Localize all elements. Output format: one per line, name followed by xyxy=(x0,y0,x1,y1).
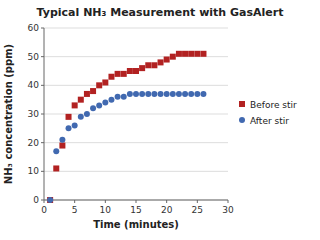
x-axis-label: Time (minutes) xyxy=(93,219,179,230)
grid-line xyxy=(44,56,228,57)
x-tick-label: 10 xyxy=(100,205,112,215)
y-tick-label: 60 xyxy=(28,23,40,33)
point xyxy=(84,91,90,97)
point xyxy=(96,82,102,88)
point xyxy=(170,54,176,60)
point xyxy=(127,91,133,97)
legend: Before stir After stir xyxy=(239,100,297,126)
point xyxy=(72,122,78,128)
point xyxy=(188,91,194,97)
x-tick-label: 20 xyxy=(161,205,173,215)
point xyxy=(96,102,102,108)
point xyxy=(108,97,114,103)
legend-label: Before stir xyxy=(250,100,297,110)
y-tick-label: 20 xyxy=(28,138,40,148)
y-tick-label: 50 xyxy=(28,52,40,62)
point xyxy=(66,114,72,120)
plot-marks xyxy=(47,51,206,203)
point xyxy=(133,68,139,74)
point xyxy=(66,125,72,131)
series xyxy=(47,51,206,203)
grid-line xyxy=(44,200,228,201)
legend-swatch xyxy=(239,101,245,107)
point xyxy=(84,111,90,117)
point xyxy=(121,94,127,100)
point xyxy=(90,88,96,94)
point xyxy=(151,62,157,68)
x-axis xyxy=(44,200,228,201)
series xyxy=(47,91,206,203)
title: Typical NH₃ Measurement with GasAlert xyxy=(37,6,284,19)
point xyxy=(151,91,157,97)
point xyxy=(200,91,206,97)
point xyxy=(47,197,53,203)
point xyxy=(47,197,53,203)
point xyxy=(194,91,200,97)
point xyxy=(188,51,194,57)
point xyxy=(164,57,170,63)
point xyxy=(176,91,182,97)
point xyxy=(115,71,121,77)
grid-line xyxy=(44,28,228,29)
point xyxy=(90,105,96,111)
chart: Typical NH₃ Measurement with GasAlert 0 10… xyxy=(0,0,320,240)
point xyxy=(158,91,164,97)
x-tick-label: 25 xyxy=(192,205,203,215)
x-tick-label: 15 xyxy=(130,205,141,215)
point xyxy=(145,62,151,68)
point xyxy=(139,65,145,71)
point xyxy=(182,91,188,97)
point xyxy=(102,100,108,106)
grid-line xyxy=(44,85,228,86)
point xyxy=(78,114,84,120)
point xyxy=(200,51,206,57)
legend-swatch xyxy=(239,117,245,123)
grid-line xyxy=(44,142,228,143)
point xyxy=(115,94,121,100)
point xyxy=(176,51,182,57)
y-axis xyxy=(44,28,45,200)
point xyxy=(170,91,176,97)
point xyxy=(53,148,59,154)
point xyxy=(194,51,200,57)
point xyxy=(182,51,188,57)
y-tick-label: 40 xyxy=(28,80,40,90)
point xyxy=(164,91,170,97)
point xyxy=(53,165,59,171)
point xyxy=(127,68,133,74)
point xyxy=(121,71,127,77)
point xyxy=(59,137,65,143)
point xyxy=(139,91,145,97)
legend-label: After stir xyxy=(250,116,289,126)
point xyxy=(59,143,65,149)
point xyxy=(78,97,84,103)
y-axis-label: NH₃ concentration (ppm) xyxy=(3,44,14,184)
y-tick-label: 10 xyxy=(28,166,40,176)
x-tick-label: 0 xyxy=(41,205,47,215)
grid-line xyxy=(44,171,228,172)
y-tick-label: 0 xyxy=(33,195,39,205)
point xyxy=(108,74,114,80)
point xyxy=(158,59,164,65)
x-tick-label: 5 xyxy=(72,205,78,215)
x-tick-label: 30 xyxy=(222,205,234,215)
grid-line xyxy=(44,114,228,115)
point xyxy=(72,102,78,108)
y-tick-label: 30 xyxy=(28,109,40,119)
point xyxy=(133,91,139,97)
point xyxy=(102,79,108,85)
point xyxy=(145,91,151,97)
